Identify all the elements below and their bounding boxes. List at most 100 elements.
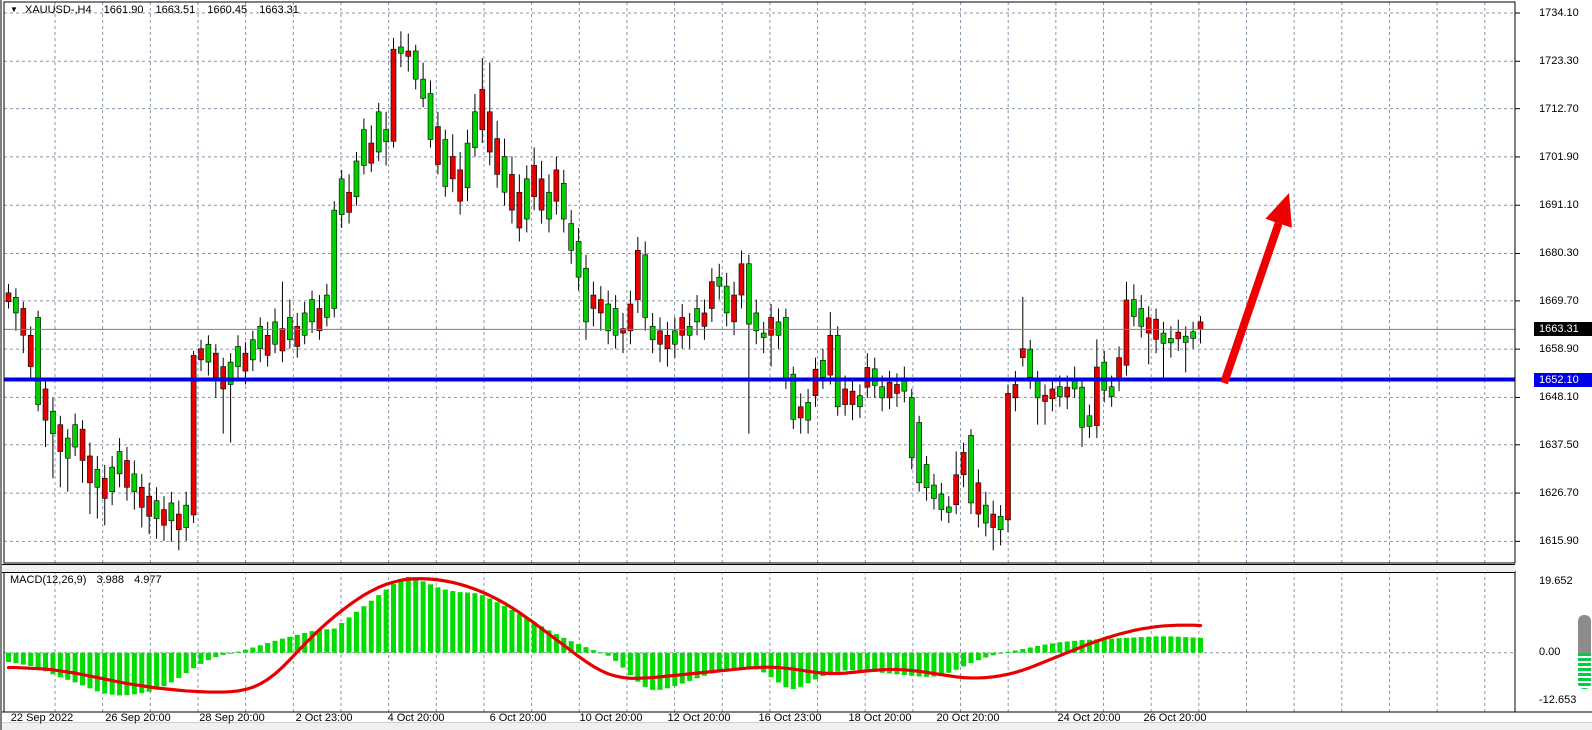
macd-histogram-bar [1064, 641, 1070, 653]
bull-candle-body [560, 183, 567, 220]
bear-candle-body [486, 111, 493, 153]
macd-histogram-bar [990, 652, 996, 656]
time-axis-label: 26 Oct 20:00 [1143, 712, 1207, 724]
macd-histogram-bar [376, 595, 382, 653]
macd-histogram-bar [80, 652, 86, 686]
pane-splitter[interactable] [2, 564, 1515, 573]
macd-histogram-bar [220, 652, 226, 655]
macd-histogram-bar [716, 652, 722, 672]
candles-layer [5, 31, 1204, 551]
macd-histogram-bar [294, 634, 300, 653]
bull-candle-body [1108, 386, 1115, 397]
bull-candle-body [324, 294, 330, 318]
bull-candle-body [472, 111, 478, 148]
bull-candle-body [945, 506, 952, 513]
bull-candle-body [871, 368, 878, 386]
bear-candle-body [812, 368, 819, 396]
macd-histogram-bar [590, 650, 596, 653]
bear-candle-body [538, 178, 545, 211]
time-axis-label: 6 Oct 20:00 [489, 712, 547, 724]
bull-candle-body [1190, 331, 1196, 339]
bear-candle-body [479, 89, 486, 130]
macd-histogram-bar [1146, 636, 1152, 653]
arrow-shaft[interactable] [1220, 221, 1283, 385]
bull-candle-body [1034, 379, 1041, 399]
bull-candle-body [420, 78, 426, 99]
bear-candle-body [531, 165, 537, 198]
arrow-head[interactable] [1265, 193, 1292, 228]
bull-candle-body [331, 209, 338, 309]
macd-histogram-bar [1131, 637, 1137, 653]
macd-histogram-bar [842, 652, 848, 671]
bear-candle-body [768, 317, 774, 336]
macd-histogram-bar [235, 651, 241, 653]
bull-candle-body [931, 484, 937, 499]
macd-histogram-bar [731, 652, 737, 669]
bear-candle-body [368, 142, 375, 164]
bear-candle-body [797, 406, 804, 419]
macd-histogram-bar [383, 589, 389, 653]
price-axis-label: 1658.90 [1539, 343, 1579, 356]
bear-candle-body [146, 495, 152, 517]
bull-candle-body [916, 422, 922, 484]
bull-candle-body [427, 93, 434, 140]
macd-histogram-bar [353, 611, 359, 653]
macd-histogram-bar [539, 626, 545, 653]
bear-candle-body [198, 348, 204, 361]
high-value: 1663.51 [155, 4, 196, 16]
bull-candle-body [272, 321, 278, 345]
bull-candle-body [1101, 361, 1108, 391]
macd-histogram-bar [442, 589, 448, 653]
macd-histogram-bar [6, 652, 11, 662]
macd-histogram-bar [642, 652, 648, 687]
bull-candle-body [783, 317, 789, 381]
macd-histogram-bar [361, 606, 367, 653]
bull-candle-body [464, 142, 471, 189]
macd-histogram-bar [583, 647, 589, 653]
price-axis-label: 1723.30 [1539, 55, 1579, 68]
bull-candle-body [923, 464, 930, 489]
macd-histogram-bar [672, 652, 678, 687]
bull-candle-body [649, 326, 656, 341]
macd-histogram-bar [131, 652, 137, 695]
time-axis-label: 2 Oct 23:00 [295, 712, 353, 724]
macd-histogram-bar [857, 652, 863, 671]
macd-histogram-bar [398, 579, 404, 653]
bull-candle-body [153, 500, 160, 519]
macd-histogram-bar [1190, 637, 1196, 653]
bear-candle-body [79, 428, 86, 461]
macd-histogram-bar [968, 652, 974, 664]
bull-candle-body [982, 504, 989, 524]
macd-indicator-label: MACD(12,26,9) 3.988 4.977 [10, 574, 162, 586]
macd-histogram-bar [435, 587, 441, 653]
macd-histogram-bar [605, 652, 611, 656]
bear-candle-body [738, 263, 745, 296]
bear-candle-body [435, 126, 441, 165]
macd-histogram-bar [627, 652, 633, 675]
macd-histogram-bar [1138, 637, 1144, 653]
price-axis-label: 1734.10 [1539, 7, 1579, 19]
bull-candle-body [338, 178, 345, 215]
macd-histogram-bar [938, 652, 944, 675]
macd-histogram-bar [650, 652, 656, 690]
collapse-triangle-icon[interactable]: ▼ [10, 5, 18, 14]
macd-histogram-bar [1035, 646, 1041, 653]
macd-histogram-bar [687, 652, 693, 681]
bear-candle-body [1175, 331, 1182, 340]
bull-candle-body [412, 50, 419, 80]
bull-candle-body [501, 156, 508, 193]
bull-candle-body [908, 397, 915, 459]
scrollbar-thumb[interactable] [1578, 615, 1591, 689]
time-axis-label: 22 Sep 2022 [10, 712, 74, 724]
price-axis-label: 1680.30 [1539, 247, 1579, 260]
bull-candle-body [642, 254, 649, 318]
hline-price-tag[interactable]: 1652.10 [1534, 372, 1592, 387]
macd-histogram-bar [94, 652, 100, 692]
macd-histogram-bar [924, 652, 930, 677]
bull-candle-body [13, 296, 19, 314]
bull-candle-body [1131, 299, 1137, 317]
bull-candle-body [1027, 348, 1034, 378]
bull-candle-body [1168, 338, 1174, 344]
bull-candle-body [309, 299, 315, 323]
